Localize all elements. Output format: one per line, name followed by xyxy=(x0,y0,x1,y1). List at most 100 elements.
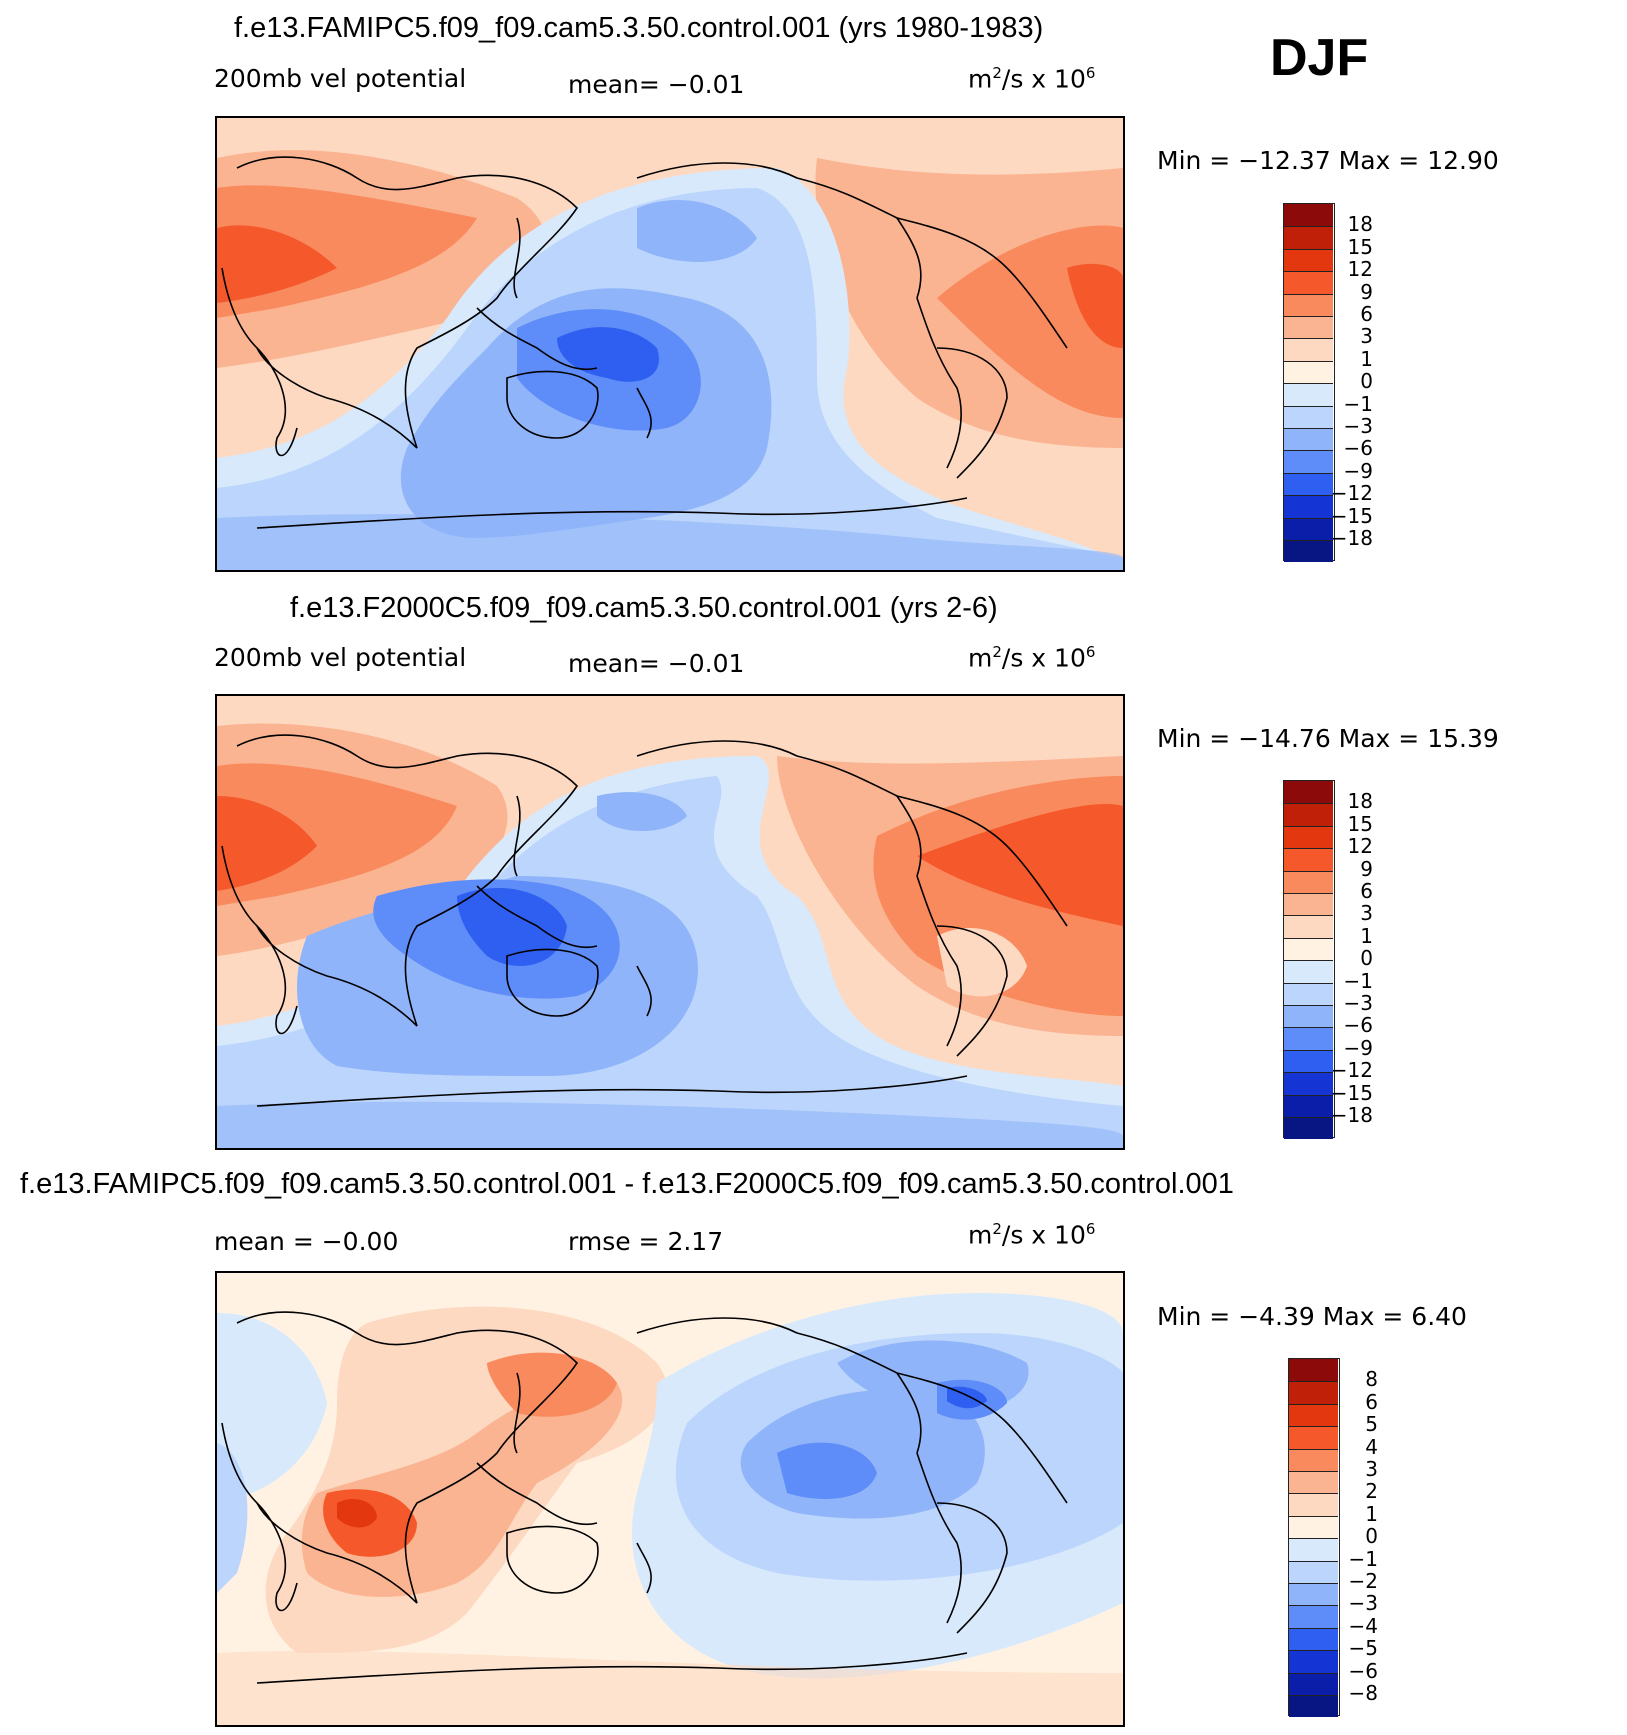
colorbar-tick-label: −18 xyxy=(1330,1103,1373,1127)
panel2-variable-label: 200mb vel potential xyxy=(214,643,467,672)
colorbar-swatch xyxy=(1284,937,1333,961)
colorbar-tick-label: −15 xyxy=(1330,1080,1373,1105)
colorbar-swatch xyxy=(1284,893,1333,916)
colorbar-swatch xyxy=(1284,1094,1333,1117)
season-label: DJF xyxy=(1270,29,1369,87)
colorbar-tick-label: 5 xyxy=(1365,1412,1378,1437)
colorbar-tick-label: −12 xyxy=(1330,481,1373,506)
colorbar-swatch xyxy=(1289,1695,1338,1718)
colorbar-swatch xyxy=(1289,1493,1338,1516)
colorbar-tick-label: 18 xyxy=(1347,789,1373,814)
colorbar-swatch xyxy=(1284,293,1333,316)
panel3-colorbar-swatches xyxy=(1288,1358,1340,1718)
colorbar-swatch xyxy=(1289,1560,1338,1583)
colorbar-swatch xyxy=(1284,271,1333,294)
colorbar-swatch xyxy=(1289,1605,1338,1628)
colorbar-tick-label: −6 xyxy=(1348,1658,1378,1683)
colorbar-tick-label: 6 xyxy=(1360,879,1373,903)
colorbar-swatch xyxy=(1289,1627,1338,1651)
colorbar-swatch xyxy=(1289,1538,1338,1561)
colorbar-swatch xyxy=(1284,428,1333,451)
colorbar-tick-label: 8 xyxy=(1365,1367,1378,1392)
colorbar-swatch xyxy=(1284,960,1333,983)
colorbar-tick-label: −6 xyxy=(1343,436,1373,461)
colorbar-tick-label: −6 xyxy=(1343,1013,1373,1038)
colorbar-swatch xyxy=(1284,472,1333,496)
colorbar-swatch xyxy=(1284,848,1333,871)
panel2-title: f.e13.F2000C5.f09_f09.cam5.3.50.control.… xyxy=(290,592,998,624)
colorbar-swatch xyxy=(1289,1448,1338,1471)
colorbar-swatch xyxy=(1284,517,1333,540)
colorbar-swatch xyxy=(1284,360,1333,384)
panel3-rmse-label: rmse = 2.17 xyxy=(568,1227,724,1256)
panel3-title: f.e13.FAMIPC5.f09_f09.cam5.3.50.control.… xyxy=(20,1168,1234,1200)
colorbar-swatch xyxy=(1289,1672,1338,1695)
panel3-mean-label: mean = −0.00 xyxy=(214,1227,399,1256)
colorbar-swatch xyxy=(1284,204,1333,227)
panel1-mean-label: mean= −0.01 xyxy=(568,70,745,99)
panel1-units-label: m2/s x 106 xyxy=(968,64,1096,94)
colorbar-tick-label: 9 xyxy=(1360,279,1373,304)
colorbar-swatch xyxy=(1284,870,1333,893)
panel1-variable-label: 200mb vel potential xyxy=(214,64,467,93)
colorbar-tick-label: 3 xyxy=(1360,324,1373,349)
colorbar-tick-label: −15 xyxy=(1330,503,1373,528)
colorbar-swatch xyxy=(1284,803,1333,826)
colorbar-tick-label: −9 xyxy=(1343,458,1373,483)
panel1-minmax-label: Min = −12.37 Max = 12.90 xyxy=(1157,146,1499,175)
colorbar-tick-label: −5 xyxy=(1348,1636,1378,1661)
colorbar-tick-label: 6 xyxy=(1360,302,1373,326)
panel3-units-label: m2/s x 106 xyxy=(968,1220,1096,1250)
colorbar-swatch xyxy=(1289,1471,1338,1494)
colorbar-tick-label: 1 xyxy=(1365,1501,1378,1526)
colorbar-swatch xyxy=(1284,825,1333,849)
panel3-map xyxy=(215,1271,1125,1727)
colorbar-tick-label: −8 xyxy=(1348,1681,1378,1705)
colorbar-swatch xyxy=(1284,1072,1333,1095)
colorbar-swatch xyxy=(1284,495,1333,518)
colorbar-swatch xyxy=(1284,450,1333,473)
colorbar-tick-label: −1 xyxy=(1348,1546,1378,1571)
colorbar-tick-label: −1 xyxy=(1343,968,1373,993)
panel2-minmax-label: Min = −14.76 Max = 15.39 xyxy=(1157,724,1499,753)
colorbar-tick-label: 12 xyxy=(1347,834,1373,859)
colorbar-swatch xyxy=(1284,338,1333,361)
colorbar-swatch xyxy=(1289,1583,1338,1606)
colorbar-swatch xyxy=(1284,248,1333,272)
colorbar-tick-label: −2 xyxy=(1348,1569,1378,1593)
colorbar-swatch xyxy=(1284,781,1333,804)
colorbar-tick-label: 2 xyxy=(1365,1479,1378,1504)
colorbar-tick-label: 6 xyxy=(1365,1389,1378,1414)
colorbar-swatch xyxy=(1284,1005,1333,1028)
colorbar-swatch xyxy=(1289,1515,1338,1539)
colorbar-swatch xyxy=(1289,1650,1338,1673)
colorbar-tick-label: −1 xyxy=(1343,391,1373,416)
colorbar-tick-label: 9 xyxy=(1360,856,1373,881)
colorbar-tick-label: 4 xyxy=(1365,1434,1378,1459)
colorbar-swatch xyxy=(1284,1049,1333,1073)
colorbar-swatch xyxy=(1284,316,1333,339)
colorbar-swatch xyxy=(1284,1027,1333,1050)
colorbar-swatch xyxy=(1289,1403,1338,1427)
colorbar-swatch xyxy=(1284,226,1333,249)
panel2-colorbar-swatches xyxy=(1283,780,1335,1140)
panel2-units-label: m2/s x 106 xyxy=(968,643,1096,673)
colorbar-tick-label: 0 xyxy=(1365,1524,1378,1549)
colorbar-tick-label: −3 xyxy=(1343,991,1373,1015)
colorbar-tick-label: 3 xyxy=(1365,1457,1378,1481)
panel2-map xyxy=(215,694,1125,1150)
colorbar-swatch xyxy=(1289,1381,1338,1404)
panel3-minmax-label: Min = −4.39 Max = 6.40 xyxy=(1157,1302,1467,1331)
colorbar-tick-label: −3 xyxy=(1348,1591,1378,1616)
colorbar-tick-label: 0 xyxy=(1360,946,1373,971)
panel1-title: f.e13.FAMIPC5.f09_f09.cam5.3.50.control.… xyxy=(234,12,1044,44)
colorbar-swatch xyxy=(1284,982,1333,1005)
panel2-mean-label: mean= −0.01 xyxy=(568,649,745,678)
colorbar-tick-label: 1 xyxy=(1360,346,1373,371)
colorbar-swatch xyxy=(1284,915,1333,938)
colorbar-tick-label: 0 xyxy=(1360,369,1373,394)
colorbar-swatch xyxy=(1284,405,1333,428)
colorbar-tick-label: 15 xyxy=(1347,811,1373,836)
colorbar-tick-label: −4 xyxy=(1348,1613,1378,1638)
colorbar-tick-label: 3 xyxy=(1360,901,1373,926)
